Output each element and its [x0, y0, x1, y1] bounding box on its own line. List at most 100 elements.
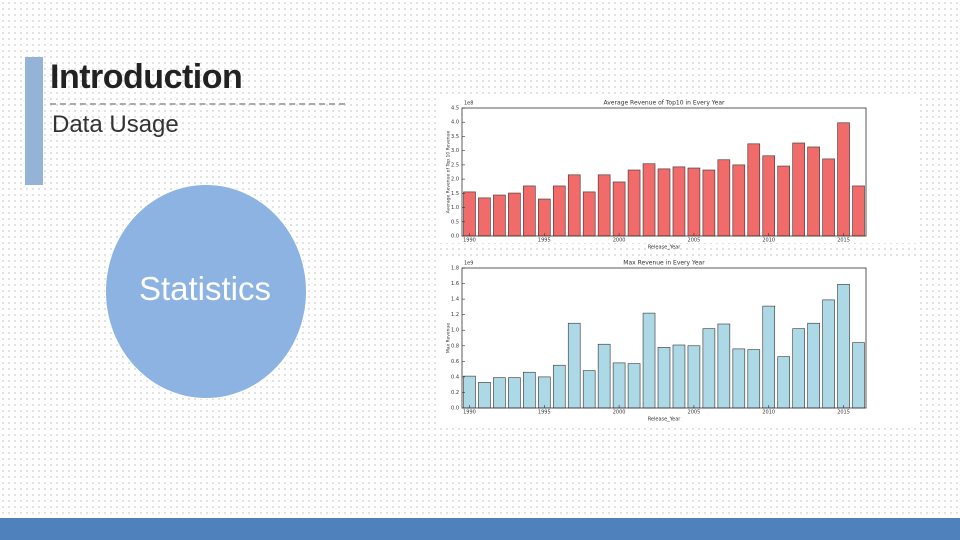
bar: [702, 328, 716, 409]
bar: [852, 342, 865, 409]
bar: [792, 328, 805, 409]
y-tick-label: 1.0: [451, 328, 459, 334]
bar: [807, 146, 820, 237]
bar: [538, 198, 551, 237]
bar: [672, 166, 686, 237]
y-tick-label: 4.5: [451, 106, 459, 112]
circle: [105, 184, 307, 399]
title-underline: [50, 103, 345, 105]
bar: [478, 382, 491, 409]
chart-title: Average Revenue of Top10 in Every Year: [604, 100, 726, 107]
bar: [852, 185, 865, 237]
bar: [702, 169, 716, 237]
y-tick-label: 0.0: [451, 234, 459, 240]
bar: [508, 377, 521, 409]
multiplier: 1e8: [464, 101, 473, 107]
bar: [762, 155, 776, 237]
bar: [807, 322, 820, 409]
y-tick-label: 1.5: [451, 191, 459, 197]
x-axis-label: Release_Year: [648, 417, 682, 423]
bar: [732, 348, 746, 409]
bar: [747, 349, 761, 409]
x-tick-label: 2005: [688, 410, 701, 416]
y-tick-label: 3.0: [451, 148, 459, 154]
bar: [747, 143, 761, 237]
x-tick-label: 1995: [538, 410, 551, 416]
x-tick-label: 2000: [613, 410, 626, 416]
y-tick-label: 1.0: [451, 205, 459, 211]
bar: [822, 158, 835, 237]
plot-frame: [461, 107, 867, 237]
bar: [493, 377, 506, 409]
x-tick-label: 1995: [538, 238, 551, 244]
x-tick-label: 1990: [463, 410, 476, 416]
y-tick-label: 2.5: [451, 162, 459, 168]
chart-title: Max Revenue in Every Year: [623, 260, 705, 267]
bar: [552, 364, 566, 409]
bar: [777, 356, 790, 409]
x-tick-label: 2010: [762, 410, 775, 416]
y-tick-label: 0.4: [451, 374, 459, 380]
bar: [567, 174, 581, 237]
bar: [597, 174, 611, 237]
bar: [642, 163, 656, 237]
bar: [582, 191, 596, 237]
bar: [627, 169, 641, 237]
y-axis-label: Average Revenue of Top 10 Revenue: [446, 131, 452, 214]
bar: [657, 347, 671, 409]
bar: [582, 370, 596, 409]
bar: [612, 181, 626, 237]
bar: [478, 197, 491, 237]
footer-bar: [0, 518, 960, 540]
bar: [493, 194, 506, 237]
bar: [612, 362, 626, 409]
accent-bar: [25, 57, 43, 185]
slide-title: Introduction: [50, 58, 243, 96]
y-tick-label: 1.4: [451, 297, 459, 303]
bar: [523, 371, 536, 409]
plot-frame: [461, 267, 867, 409]
bar: [508, 192, 521, 237]
bar: [627, 363, 641, 409]
y-tick-label: 0.0: [451, 406, 459, 412]
bar: [687, 345, 701, 409]
y-axis-label: Max Revenue: [446, 323, 452, 354]
x-tick-label: 2000: [613, 238, 626, 244]
bar: [687, 167, 701, 237]
y-tick-label: 1.8: [451, 266, 459, 272]
x-tick-label: 2010: [762, 238, 775, 244]
x-tick-label: 2015: [837, 410, 850, 416]
bar: [777, 165, 790, 237]
x-tick-label: 1990: [463, 238, 476, 244]
bar: [642, 312, 656, 409]
bar: [657, 168, 671, 237]
bar: [837, 284, 850, 409]
y-tick-label: 2.0: [451, 177, 459, 183]
y-tick-label: 0.5: [451, 219, 459, 225]
x-tick-label: 2005: [688, 238, 701, 244]
bar: [538, 376, 551, 409]
y-tick-label: 0.6: [451, 359, 459, 365]
bar: [552, 185, 566, 237]
bar: [717, 323, 731, 409]
bar: [523, 185, 536, 237]
bar: [463, 191, 476, 237]
y-tick-label: 1.2: [451, 312, 459, 318]
x-tick-label: 2015: [837, 238, 850, 244]
y-tick-label: 3.5: [451, 134, 459, 140]
bar: [717, 159, 731, 237]
bar: [762, 305, 776, 409]
slide-subtitle: Data Usage: [52, 111, 179, 138]
bar: [732, 164, 746, 237]
bar: [567, 322, 581, 409]
multiplier: 1e9: [464, 261, 473, 267]
circle-label: Statistics: [138, 270, 272, 307]
y-tick-label: 0.8: [451, 343, 459, 349]
y-tick-label: 4.0: [451, 120, 459, 126]
y-tick-label: 1.6: [451, 281, 459, 287]
bar: [463, 375, 476, 409]
bar: [597, 343, 611, 409]
bar: [837, 122, 850, 237]
